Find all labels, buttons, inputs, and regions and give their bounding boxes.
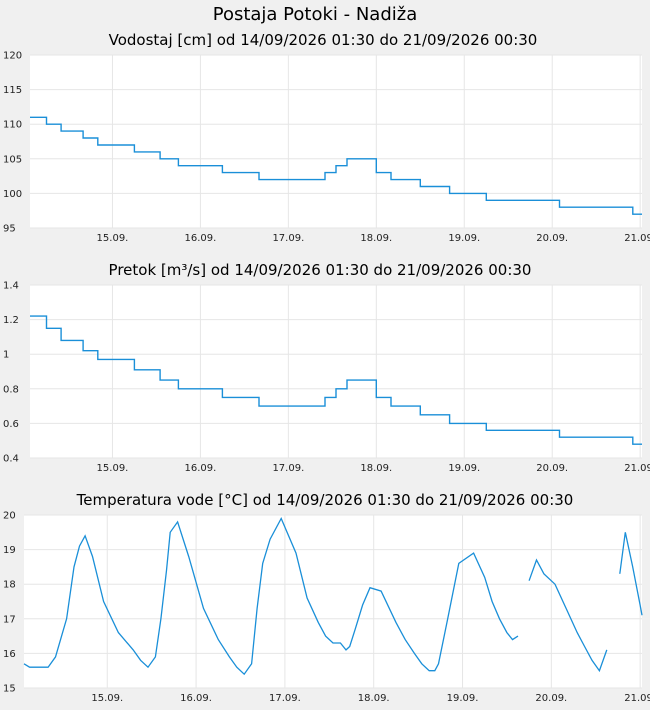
temperature-panel: Temperatura vode [°C] od 14/09/2026 01:3… (3, 491, 650, 704)
temperature-y-ticks: 15 16 17 18 19 20 (3, 511, 16, 695)
temperature-plot-area (24, 515, 642, 688)
y-tick-label: 95 (3, 224, 16, 235)
x-tick-label: 16.09. (180, 693, 212, 704)
x-tick-label: 18.09. (358, 693, 390, 704)
flow-series-line (30, 315, 642, 445)
y-tick-label: 1.4 (3, 281, 19, 292)
y-tick-label: 0.4 (3, 454, 19, 465)
x-tick-label: 16.09. (185, 233, 217, 244)
x-tick-label: 20.09. (536, 463, 568, 474)
water-level-panel: Vodostaj [cm] od 14/09/2026 01:30 do 21/… (3, 31, 650, 244)
x-tick-label: 21.09. (624, 693, 650, 704)
water-level-x-ticks: 15.09. 16.09. 17.09. 18.09. 19.09. 20.09. 21.0… (97, 233, 650, 244)
water-level-y-ticks: 95 100 105 110 115 120 (3, 51, 22, 235)
x-tick-label: 19.09. (448, 233, 480, 244)
x-tick-label: 17.09. (272, 233, 304, 244)
x-tick-label: 19.09. (448, 463, 480, 474)
temperature-grid (24, 514, 642, 689)
y-tick-label: 120 (3, 51, 22, 62)
flow-x-ticks: 15.09. 16.09. 17.09. 18.09. 19.09. 20.09. 21.0… (97, 463, 650, 474)
y-tick-label: 18 (3, 580, 16, 591)
y-tick-label: 100 (3, 189, 22, 200)
y-tick-label: 16 (3, 649, 16, 660)
temperature-x-ticks: 15.09. 16.09. 17.09. 18.09. 19.09. 20.09. 21.0… (91, 693, 650, 704)
y-tick-label: 20 (3, 511, 16, 522)
flow-plot-area (30, 285, 642, 458)
x-tick-label: 17.09. (272, 463, 304, 474)
y-tick-label: 105 (3, 154, 22, 165)
y-tick-label: 115 (3, 85, 22, 96)
temperature-series-line (23, 517, 643, 676)
x-tick-label: 15.09. (97, 233, 129, 244)
flow-chart-title: Pretok [m³/s] od 14/09/2026 01:30 do 21/… (109, 261, 532, 279)
y-tick-label: 17 (3, 614, 16, 625)
x-tick-label: 18.09. (360, 463, 392, 474)
temperature-chart-title: Temperatura vode [°C] od 14/09/2026 01:3… (76, 491, 574, 509)
x-tick-label: 21.09. (624, 463, 650, 474)
water-level-grid (30, 54, 642, 229)
x-tick-label: 16.09. (185, 463, 217, 474)
x-tick-label: 15.09. (97, 463, 129, 474)
x-tick-label: 19.09. (447, 693, 479, 704)
x-tick-label: 15.09. (91, 693, 123, 704)
flow-y-ticks: 0.4 0.6 0.8 1 1.2 1.4 (3, 281, 19, 465)
x-tick-label: 17.09. (269, 693, 301, 704)
x-tick-label: 18.09. (360, 233, 392, 244)
y-tick-label: 1 (3, 350, 9, 361)
x-tick-label: 21.09. (624, 233, 650, 244)
y-tick-label: 0.6 (3, 419, 19, 430)
x-tick-label: 20.09. (536, 233, 568, 244)
y-tick-label: 1.2 (3, 315, 19, 326)
x-tick-label: 20.09. (535, 693, 567, 704)
y-tick-label: 19 (3, 545, 16, 556)
flow-panel: Pretok [m³/s] od 14/09/2026 01:30 do 21/… (3, 261, 650, 474)
y-tick-label: 0.8 (3, 384, 19, 395)
water-level-chart-title: Vodostaj [cm] od 14/09/2026 01:30 do 21/… (109, 31, 538, 49)
y-tick-label: 15 (3, 684, 16, 695)
y-tick-label: 110 (3, 120, 22, 131)
water-level-plot-area (30, 55, 642, 228)
water-level-series-line (30, 116, 642, 215)
page-title: Postaja Potoki - Nadiža (213, 4, 418, 25)
